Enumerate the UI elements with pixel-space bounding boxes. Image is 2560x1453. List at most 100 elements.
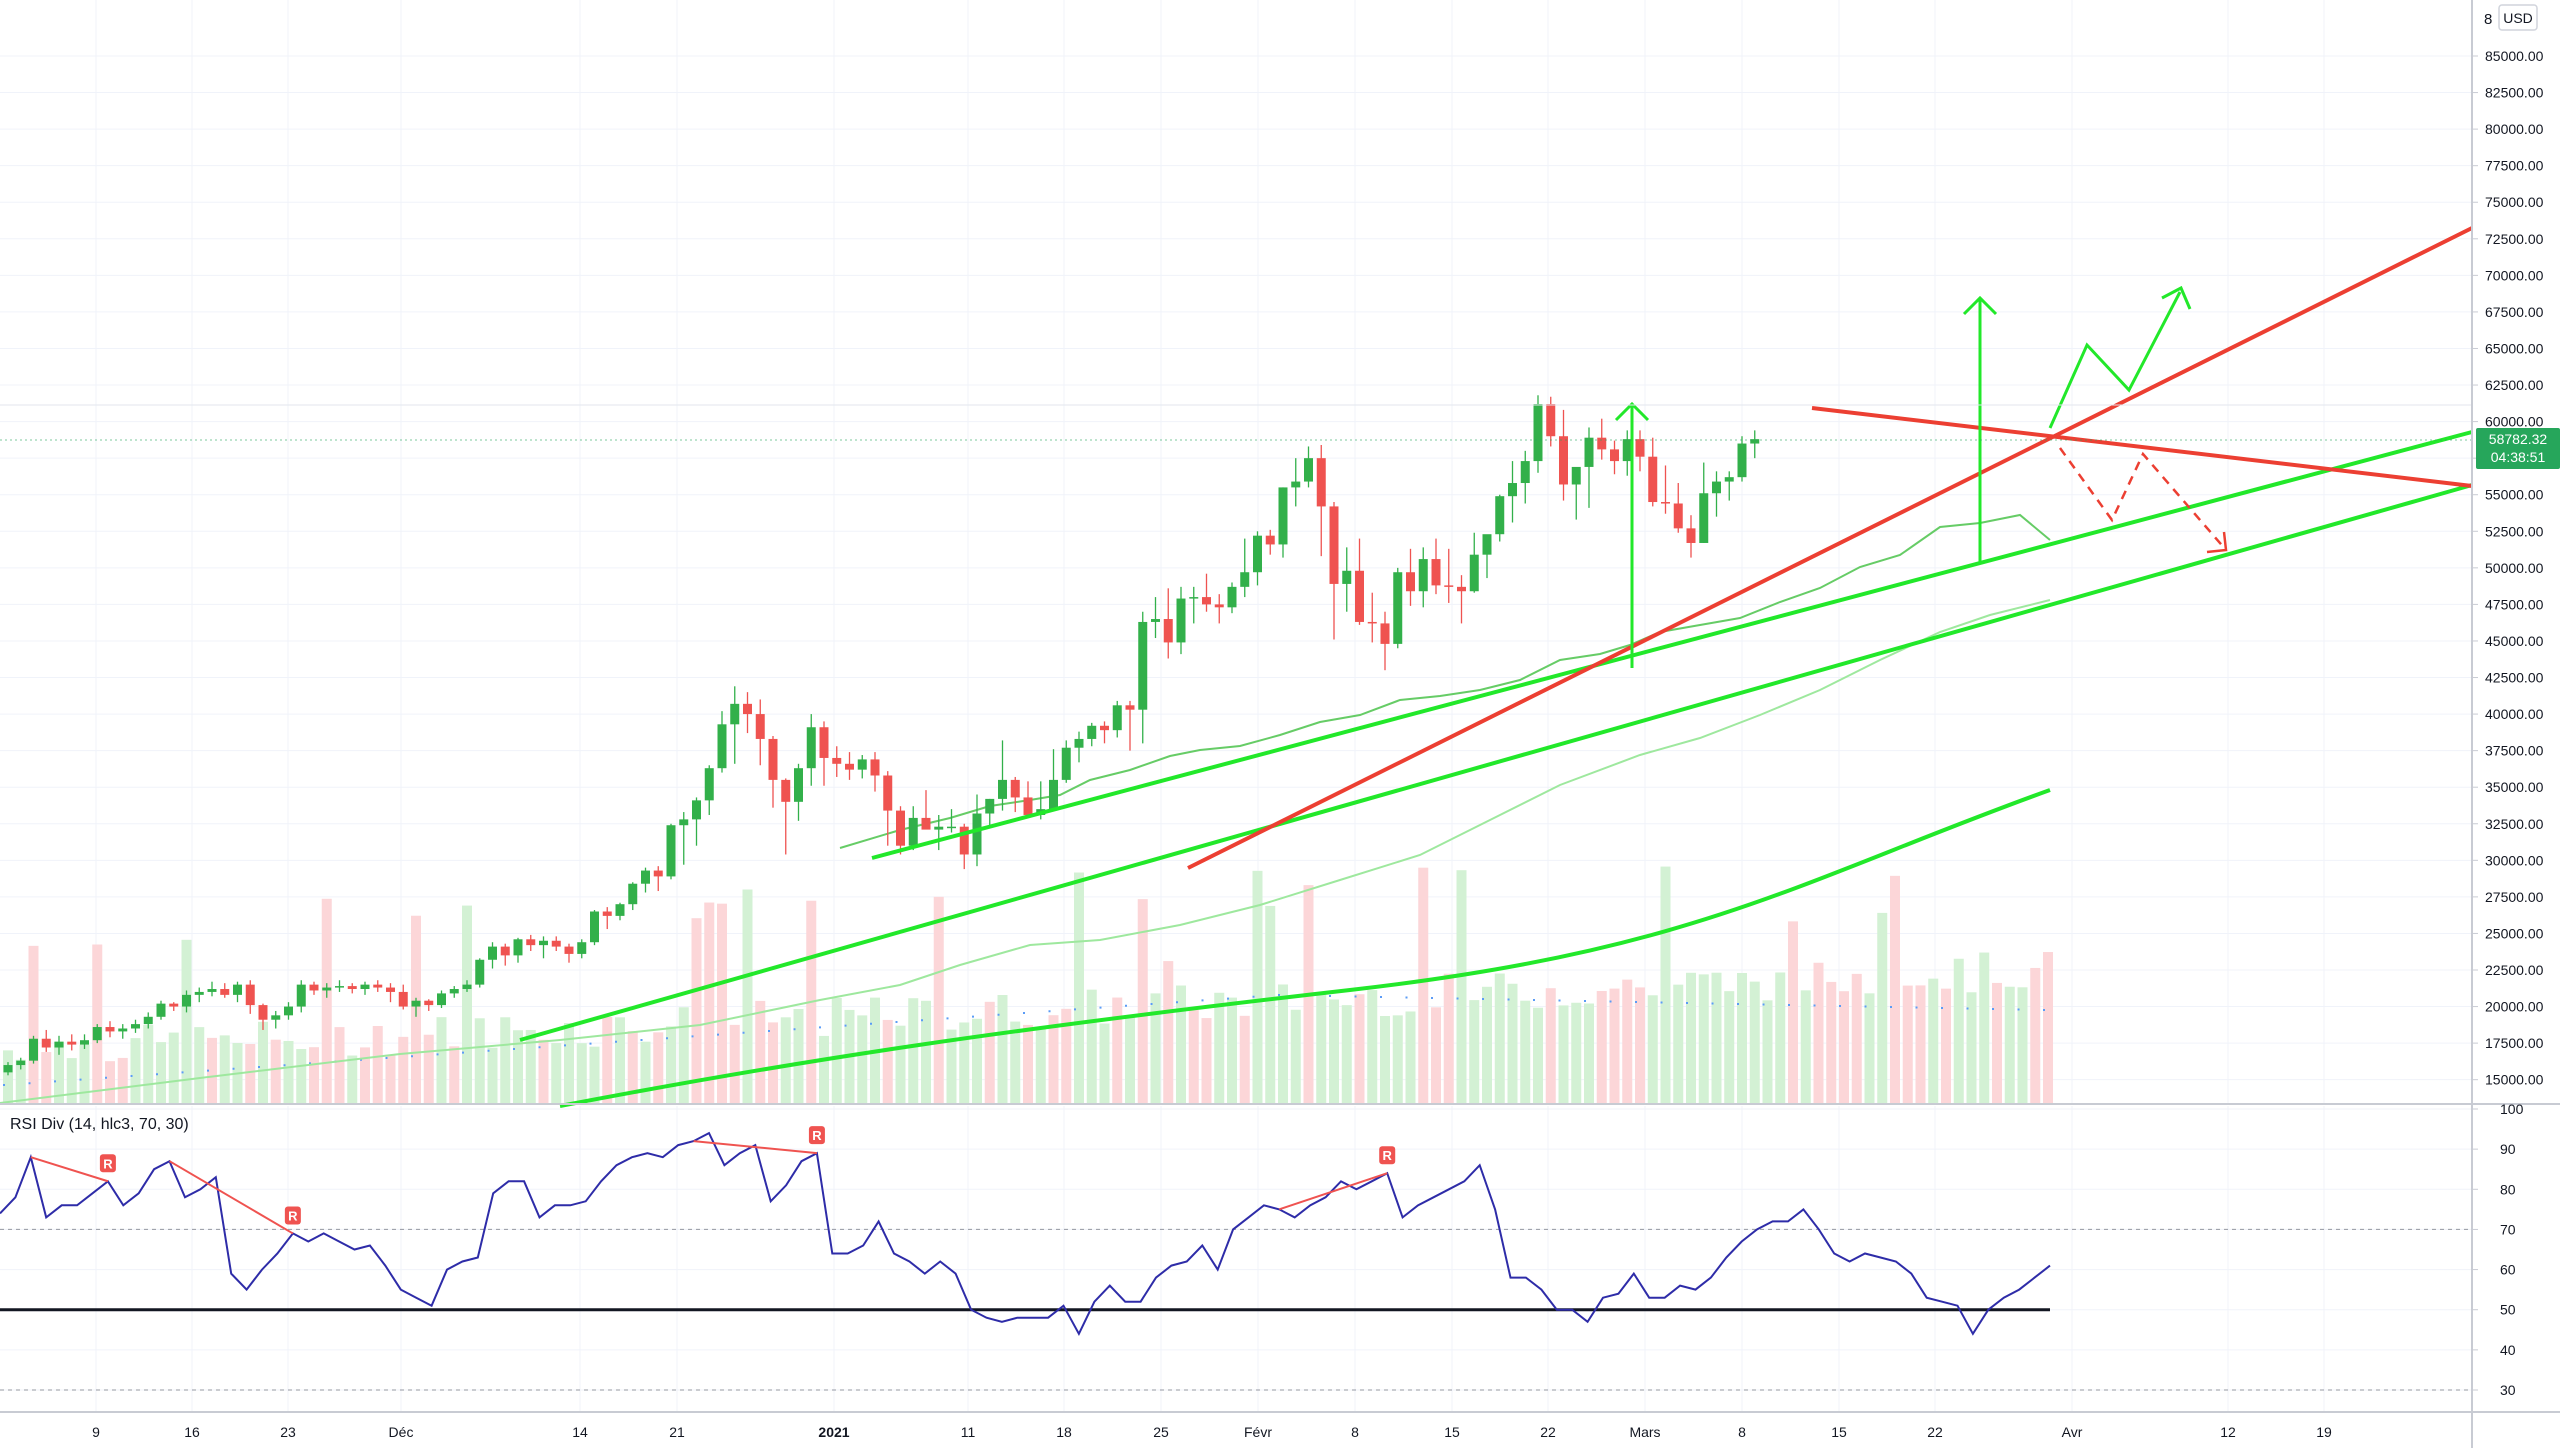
- candle-body[interactable]: [1597, 437, 1607, 450]
- candle-body[interactable]: [1163, 619, 1173, 643]
- candle-body[interactable]: [959, 826, 969, 855]
- candle-body[interactable]: [360, 984, 370, 990]
- candle-body[interactable]: [67, 1041, 77, 1045]
- candle-body[interactable]: [271, 1015, 281, 1020]
- candle-body[interactable]: [526, 939, 536, 946]
- candle-body[interactable]: [1100, 725, 1109, 731]
- candle-body[interactable]: [3, 1065, 13, 1073]
- candle-body[interactable]: [488, 946, 497, 960]
- red-descending-trendline[interactable]: [1811, 406, 2473, 488]
- red-rising-trendline[interactable]: [1187, 226, 2473, 870]
- candle-body[interactable]: [54, 1041, 64, 1048]
- candle-body[interactable]: [806, 727, 816, 769]
- candle-body[interactable]: [118, 1028, 128, 1032]
- candle-body[interactable]: [92, 1027, 102, 1041]
- candle-body[interactable]: [564, 946, 574, 954]
- candle-body[interactable]: [1712, 481, 1721, 494]
- candle-body[interactable]: [156, 1003, 166, 1017]
- candle-body[interactable]: [386, 987, 395, 992]
- candle-body[interactable]: [1010, 779, 1020, 798]
- candle-body[interactable]: [1189, 597, 1199, 599]
- candle-body[interactable]: [628, 883, 638, 905]
- currency-badge-box[interactable]: [2498, 4, 2538, 31]
- currency-badge[interactable]: USD: [2503, 10, 2533, 26]
- candle-body[interactable]: [258, 1005, 268, 1020]
- candle-body[interactable]: [1240, 572, 1250, 587]
- lower-green-channel-line[interactable]: [519, 483, 2473, 1042]
- candle-body[interactable]: [743, 703, 752, 715]
- candle-body[interactable]: [411, 1000, 421, 1007]
- candle-body[interactable]: [1355, 570, 1364, 622]
- candle-body[interactable]: [755, 714, 765, 739]
- candle-body[interactable]: [424, 1000, 434, 1006]
- candle-body[interactable]: [1367, 621, 1377, 624]
- candle-body[interactable]: [1737, 443, 1747, 478]
- candle-body[interactable]: [1418, 559, 1428, 592]
- candle-body[interactable]: [41, 1038, 51, 1048]
- candle-body[interactable]: [1227, 586, 1237, 608]
- candle-body[interactable]: [513, 939, 523, 956]
- candle-body[interactable]: [883, 775, 893, 811]
- candle-body[interactable]: [80, 1040, 89, 1045]
- candle-body[interactable]: [653, 870, 663, 877]
- rsi-indicator-title[interactable]: RSI Div (14, hlc3, 70, 30): [10, 1116, 189, 1133]
- candle-body[interactable]: [972, 813, 982, 855]
- candle-body[interactable]: [1457, 586, 1466, 592]
- candle-body[interactable]: [551, 940, 561, 947]
- time-axis[interactable]: 9 16 23 Déc 14 21 2021 11 18 25 Févr 8 15 22 Mars 8 15 22…: [92, 1424, 2332, 1440]
- candle-body[interactable]: [539, 940, 548, 946]
- candle-body[interactable]: [105, 1027, 115, 1032]
- candle-body[interactable]: [1291, 481, 1301, 488]
- candle-body[interactable]: [1176, 598, 1186, 643]
- candle-body[interactable]: [998, 779, 1007, 799]
- candle-body[interactable]: [1214, 604, 1224, 608]
- candle-body[interactable]: [666, 825, 676, 877]
- candle-body[interactable]: [1622, 439, 1632, 462]
- candle-body[interactable]: [169, 1003, 179, 1007]
- candle-body[interactable]: [679, 819, 689, 826]
- candle-body[interactable]: [615, 904, 625, 916]
- candle-body[interactable]: [1546, 404, 1556, 437]
- candle-body[interactable]: [1431, 559, 1441, 586]
- candle-body[interactable]: [1265, 535, 1275, 545]
- candle-body[interactable]: [1750, 439, 1760, 444]
- candle-body[interactable]: [1329, 506, 1339, 584]
- trend-line-drawings[interactable]: [0, 226, 2473, 1108]
- candle-body[interactable]: [284, 1006, 293, 1016]
- candle-body[interactable]: [1635, 439, 1645, 457]
- candle-body[interactable]: [335, 986, 344, 988]
- candle-body[interactable]: [131, 1024, 140, 1029]
- candle-body[interactable]: [1495, 496, 1505, 535]
- candle-body[interactable]: [143, 1016, 153, 1025]
- candle-body[interactable]: [1049, 779, 1058, 810]
- candle-body[interactable]: [1482, 534, 1492, 555]
- candle-body[interactable]: [1533, 404, 1543, 462]
- candle-body[interactable]: [1508, 483, 1517, 497]
- candle-body[interactable]: [1253, 535, 1262, 573]
- candle-body[interactable]: [398, 991, 408, 1007]
- candle-body[interactable]: [233, 984, 242, 995]
- candlesticks[interactable]: [3, 395, 1760, 1076]
- candle-body[interactable]: [908, 817, 918, 846]
- candle-body[interactable]: [1686, 528, 1696, 543]
- candle-body[interactable]: [577, 942, 587, 954]
- candle-body[interactable]: [1610, 449, 1619, 462]
- long-term-support-curve[interactable]: [559, 788, 2051, 1108]
- candle-body[interactable]: [182, 994, 191, 1007]
- candle-body[interactable]: [832, 757, 842, 764]
- candle-body[interactable]: [1087, 725, 1097, 739]
- candle-body[interactable]: [1648, 456, 1658, 503]
- candle-body[interactable]: [947, 826, 956, 829]
- candle-body[interactable]: [717, 724, 727, 769]
- candle-body[interactable]: [1559, 436, 1568, 485]
- candle-body[interactable]: [1661, 502, 1670, 504]
- rsi-axis[interactable]: 100 90 80 70 60 50 40 30: [2472, 1101, 2524, 1398]
- candle-body[interactable]: [462, 984, 472, 990]
- price-axis[interactable]: 85000.00 82500.00 80000.00 77500.00 75000.00…: [2472, 48, 2544, 1088]
- candle-body[interactable]: [1304, 458, 1313, 482]
- candle-body[interactable]: [590, 911, 599, 943]
- candle-body[interactable]: [1125, 705, 1135, 710]
- candle-body[interactable]: [1444, 585, 1454, 587]
